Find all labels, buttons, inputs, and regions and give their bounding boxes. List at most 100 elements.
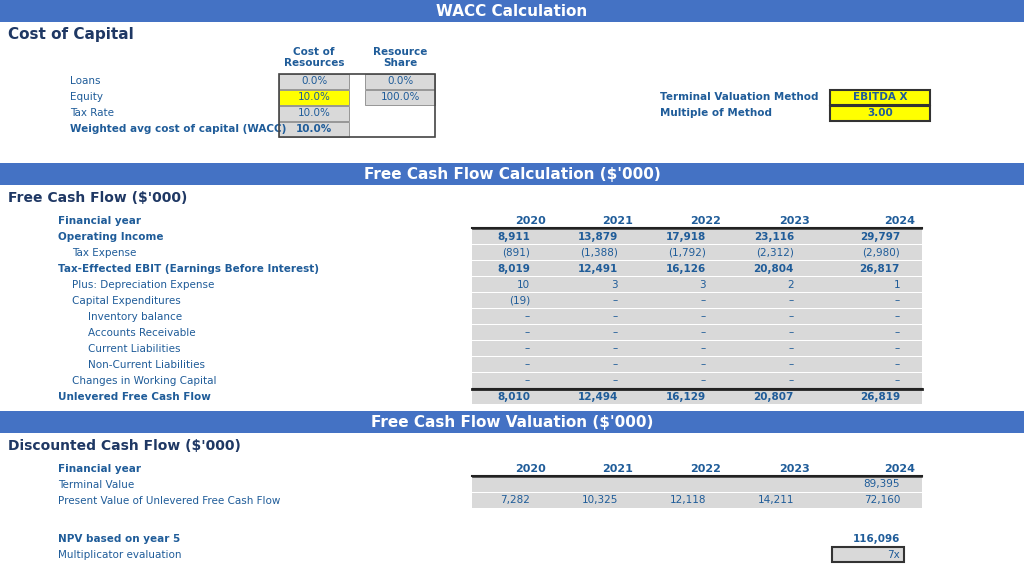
Text: Current Liabilities: Current Liabilities <box>88 343 180 354</box>
Text: Terminal Value: Terminal Value <box>58 479 134 489</box>
Text: –: – <box>612 295 618 305</box>
Text: 8,019: 8,019 <box>497 264 530 273</box>
Text: –: – <box>895 312 900 321</box>
Text: WACC Calculation: WACC Calculation <box>436 3 588 18</box>
Text: Discounted Cash Flow ($'000): Discounted Cash Flow ($'000) <box>8 439 241 453</box>
Text: (2,980): (2,980) <box>862 248 900 257</box>
Bar <box>830 90 930 105</box>
Bar <box>279 122 349 137</box>
Text: Free Cash Flow Valuation ($'000): Free Cash Flow Valuation ($'000) <box>371 414 653 429</box>
Text: Plus: Depreciation Expense: Plus: Depreciation Expense <box>72 279 214 290</box>
Text: Financial year: Financial year <box>58 463 141 474</box>
Text: 2023: 2023 <box>778 215 809 226</box>
Text: –: – <box>524 359 530 369</box>
Text: Cost of Capital: Cost of Capital <box>8 28 134 43</box>
Text: Share: Share <box>383 58 417 68</box>
Text: 10.0%: 10.0% <box>298 92 331 103</box>
Text: Non-Current Liabilities: Non-Current Liabilities <box>88 359 205 369</box>
Text: (19): (19) <box>509 295 530 305</box>
Text: Tax Expense: Tax Expense <box>72 248 136 257</box>
Bar <box>472 293 922 308</box>
Text: 3: 3 <box>611 279 618 290</box>
Text: 10,325: 10,325 <box>582 496 618 505</box>
Bar <box>365 90 435 105</box>
Bar <box>472 341 922 356</box>
Text: 23,116: 23,116 <box>754 231 794 242</box>
Text: Resources: Resources <box>284 58 344 68</box>
Text: Inventory balance: Inventory balance <box>88 312 182 321</box>
Text: 2020: 2020 <box>515 463 546 474</box>
Bar <box>279 74 349 89</box>
Text: (1,388): (1,388) <box>581 248 618 257</box>
Text: Capital Expenditures: Capital Expenditures <box>72 295 181 305</box>
Text: –: – <box>524 343 530 354</box>
Text: 16,129: 16,129 <box>666 392 706 402</box>
Text: –: – <box>524 312 530 321</box>
Text: –: – <box>700 295 706 305</box>
Text: 8,010: 8,010 <box>497 392 530 402</box>
Text: 89,395: 89,395 <box>863 479 900 489</box>
Bar <box>472 325 922 340</box>
Text: –: – <box>612 312 618 321</box>
Text: –: – <box>788 359 794 369</box>
Text: –: – <box>524 376 530 385</box>
Text: 26,819: 26,819 <box>860 392 900 402</box>
Text: 20,807: 20,807 <box>754 392 794 402</box>
Bar <box>472 245 922 260</box>
Text: 2022: 2022 <box>690 215 722 226</box>
Text: Multiple of Method: Multiple of Method <box>660 108 772 118</box>
Text: Accounts Receivable: Accounts Receivable <box>88 328 196 338</box>
Text: Free Cash Flow Calculation ($'000): Free Cash Flow Calculation ($'000) <box>364 167 660 182</box>
Bar <box>472 373 922 388</box>
Text: –: – <box>895 343 900 354</box>
Text: Equity: Equity <box>70 92 103 103</box>
Bar <box>0 163 1024 185</box>
Text: –: – <box>895 328 900 338</box>
Text: Free Cash Flow ($'000): Free Cash Flow ($'000) <box>8 191 187 205</box>
Bar <box>472 277 922 292</box>
Text: 3: 3 <box>699 279 706 290</box>
Text: 12,494: 12,494 <box>578 392 618 402</box>
Text: –: – <box>700 312 706 321</box>
Text: 26,817: 26,817 <box>859 264 900 273</box>
Text: 29,797: 29,797 <box>860 231 900 242</box>
Text: EBITDA X: EBITDA X <box>853 92 907 103</box>
Text: –: – <box>895 376 900 385</box>
Text: –: – <box>788 343 794 354</box>
Text: –: – <box>895 295 900 305</box>
Text: 12,491: 12,491 <box>578 264 618 273</box>
Text: 2024: 2024 <box>885 463 915 474</box>
Text: Terminal Valuation Method: Terminal Valuation Method <box>660 92 818 103</box>
Text: Multiplicator evaluation: Multiplicator evaluation <box>58 549 181 560</box>
Text: –: – <box>700 343 706 354</box>
Text: 0.0%: 0.0% <box>301 77 327 87</box>
Text: Cost of: Cost of <box>293 47 335 57</box>
Text: –: – <box>895 359 900 369</box>
Text: 2: 2 <box>787 279 794 290</box>
Text: 2020: 2020 <box>515 215 546 226</box>
Bar <box>472 229 922 244</box>
Text: –: – <box>700 328 706 338</box>
Text: Resource: Resource <box>373 47 427 57</box>
Text: 2024: 2024 <box>885 215 915 226</box>
Text: Changes in Working Capital: Changes in Working Capital <box>72 376 216 385</box>
Text: Tax-Effected EBIT (Earnings Before Interest): Tax-Effected EBIT (Earnings Before Inter… <box>58 264 319 273</box>
Bar <box>472 493 922 508</box>
Text: 10.0%: 10.0% <box>296 125 332 134</box>
Text: 2021: 2021 <box>602 215 634 226</box>
Bar <box>830 106 930 121</box>
Bar <box>472 477 922 492</box>
Text: 12,118: 12,118 <box>670 496 706 505</box>
Text: 2021: 2021 <box>602 463 634 474</box>
Text: Tax Rate: Tax Rate <box>70 108 114 118</box>
Bar <box>472 309 922 324</box>
Text: (1,792): (1,792) <box>668 248 706 257</box>
Bar <box>0 0 1024 22</box>
Text: Present Value of Unlevered Free Cash Flow: Present Value of Unlevered Free Cash Flo… <box>58 496 281 505</box>
Text: 1: 1 <box>893 279 900 290</box>
Text: (2,312): (2,312) <box>756 248 794 257</box>
Text: –: – <box>700 359 706 369</box>
Bar <box>472 389 922 404</box>
Text: 0.0%: 0.0% <box>387 77 413 87</box>
Text: 3.00: 3.00 <box>867 108 893 118</box>
